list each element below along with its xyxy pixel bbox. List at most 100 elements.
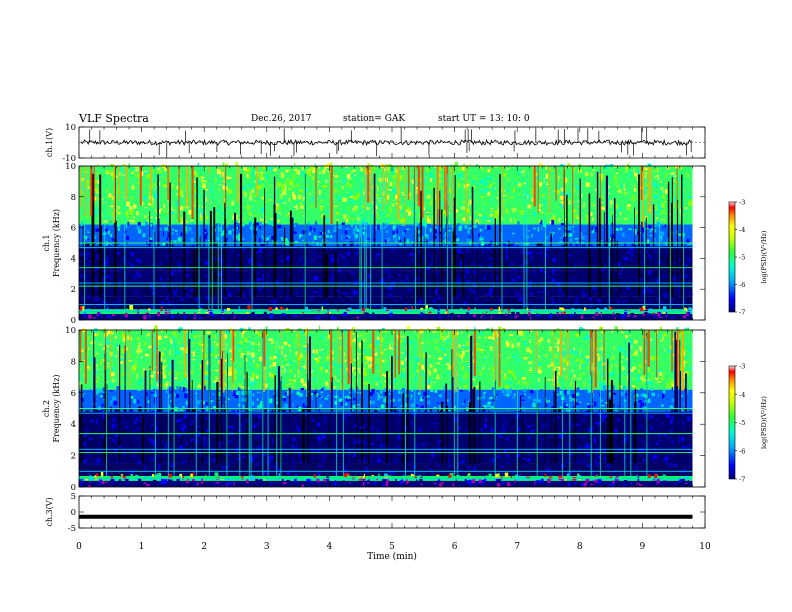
spectro-cell [540,302,544,305]
colorbar-tick-label: -3 [739,199,745,207]
spectro-cell [457,174,461,177]
spectro-cell [284,185,287,191]
spectro-cell [454,161,458,167]
spectro-cell [627,289,631,294]
spectro-cell [377,224,381,230]
spectro-cell [599,173,603,178]
spectro-cell [471,288,476,294]
spectro-cell [583,202,585,208]
spectro-cell [336,180,340,183]
spectro-cell [425,316,430,320]
spectro-cell [574,290,579,295]
spectro-cell [446,399,449,402]
spectro-cell [482,290,485,295]
spectro-cell [616,225,618,228]
spectro-cell [663,211,667,214]
spectro-cell [321,434,326,440]
spectro-cell [254,413,257,416]
spectro-cell [233,316,236,319]
spectro-cell [162,464,164,466]
spectro-cyan-streak [644,173,646,310]
spectro-cell [615,172,619,174]
spectro-cell [351,253,353,256]
spectro-cell [610,303,615,307]
spectro-cell [319,256,322,258]
spectro-cell [466,280,470,282]
spectro-hot-streak [150,166,152,205]
spectro-cell [489,346,493,351]
spectro-cell [630,451,635,453]
spectro-cell [380,351,383,354]
spectro-cell [400,279,403,282]
spectro-cell [177,245,180,248]
spectro-cell [180,190,182,193]
spectro-cell [182,475,185,480]
spectro-cell [181,194,184,198]
spectro-cell [107,305,110,308]
spectro-cell [225,270,229,272]
spectro-cell [292,191,295,196]
spectro-cell [673,201,675,206]
spectro-cell [687,192,690,195]
spectro-cell [456,334,461,340]
spectro-cell [281,186,285,191]
spectro-cell [190,220,194,222]
spectro-cell [638,400,643,403]
spectro-cell [184,268,187,270]
spectro-cell [126,258,128,263]
colorbar-label: log(PSD)(V²/Hz) [760,230,768,283]
spectro-cell [130,210,134,215]
spectro-cell [141,307,144,309]
spectro-cell [459,223,463,228]
spectro-cell [559,201,563,203]
spectro-cell [672,204,674,209]
spectro-cell [122,257,126,260]
spectro-cell [671,316,674,319]
spectro-cell [122,191,125,194]
spectro-cell [152,164,154,169]
spectro-cell [418,277,420,280]
spectro-cell [88,284,91,286]
spectro-cell [118,301,122,304]
spectro-cell [291,469,296,472]
spectro-cell [634,229,637,235]
spectro-cell [204,285,207,289]
spectro-streak [494,218,496,297]
spectro-cell [361,298,363,303]
spectro-cell [638,397,641,400]
spectro-cell [622,232,625,236]
spectro-cell [508,187,510,190]
spectro-cell [687,428,690,433]
spectro-cell [680,272,682,275]
spectro-cyan-streak [211,173,213,310]
spectro-cell [564,243,567,247]
spectro-cell [152,197,155,203]
spectro-cell [659,247,661,253]
spectro-cell [149,216,154,218]
spectro-cell [537,347,541,351]
spectro-cell [126,215,131,219]
spectro-cell [548,275,550,279]
spectro-cell [556,268,560,270]
spectro-cell [232,214,236,220]
spectro-cell [571,424,574,427]
spectro-cell [596,362,599,365]
spectro-cell [568,221,570,225]
spectro-cell [119,254,122,258]
spectro-cell [476,184,479,186]
spectro-cell [542,293,546,298]
spectro-cell [633,168,635,173]
spectro-cell [263,310,267,315]
spectro-cell [389,312,393,317]
spectro-cell [124,313,128,318]
spectro-cell [205,268,208,270]
spectro-cell [160,208,163,211]
spectro-cell [333,189,338,193]
spectro-cell [218,181,220,184]
spectro-cell [444,233,446,238]
spectro-cell [640,261,642,264]
spectro-cell [531,357,535,362]
spectro-hot-streak [225,166,227,210]
spectro-cell [343,287,347,291]
spectro-cell [334,214,338,219]
